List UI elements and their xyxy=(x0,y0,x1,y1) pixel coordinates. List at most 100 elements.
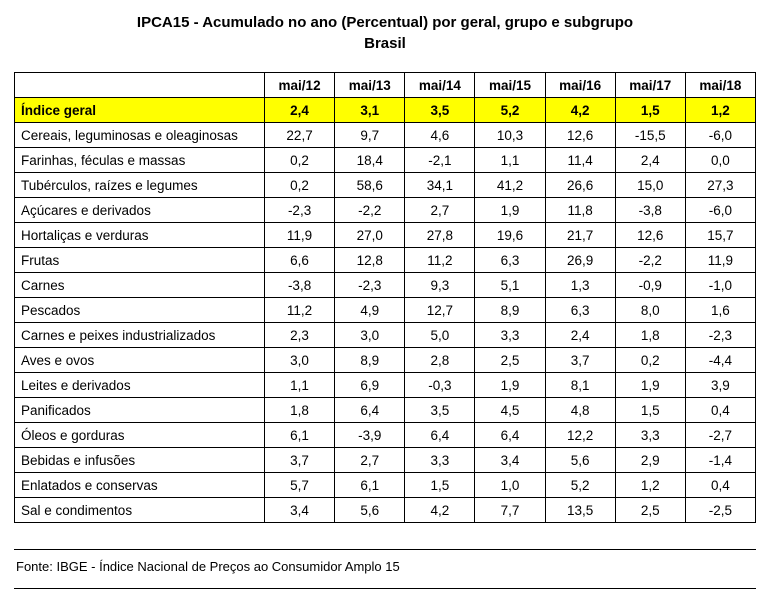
table-row: Índice geral 2,4 3,1 3,5 5,2 4,2 1,5 1,2 xyxy=(14,97,757,123)
value-cell: 1,0 xyxy=(474,472,546,498)
value-cell: 1,5 xyxy=(614,97,686,123)
value-cell: 15,0 xyxy=(614,172,686,198)
value-cell: 3,3 xyxy=(474,322,546,348)
value-cell: 3,7 xyxy=(544,347,616,373)
value-cell: 5,2 xyxy=(474,97,546,123)
column-header: mai/17 xyxy=(614,72,686,98)
footer-section: Fonte: IBGE - Índice Nacional de Preços … xyxy=(14,549,756,589)
value-cell: 1,8 xyxy=(614,322,686,348)
value-cell: 10,3 xyxy=(474,122,546,148)
column-header: mai/12 xyxy=(263,72,336,98)
row-label: Aves e ovos xyxy=(14,347,265,373)
value-cell: 4,5 xyxy=(474,397,546,423)
value-cell: 58,6 xyxy=(334,172,406,198)
value-cell: 8,9 xyxy=(334,347,406,373)
corner-cell xyxy=(14,72,265,98)
table-row: Panificados 1,8 6,4 3,5 4,5 4,8 1,5 0,4 xyxy=(14,397,757,423)
value-cell: 5,6 xyxy=(544,447,616,473)
value-cell: 5,1 xyxy=(474,272,546,298)
row-label: Açúcares e derivados xyxy=(14,197,265,223)
value-cell: 2,9 xyxy=(614,447,686,473)
value-cell: 6,3 xyxy=(544,297,616,323)
row-label: Índice geral xyxy=(14,97,265,123)
value-cell: 2,5 xyxy=(614,497,686,523)
table-row: Óleos e gorduras 6,1 -3,9 6,4 6,4 12,2 3,3 -2,7 xyxy=(14,422,757,448)
column-header: mai/13 xyxy=(334,72,406,98)
value-cell: 3,0 xyxy=(334,322,406,348)
report-title: IPCA15 - Acumulado no ano (Percentual) p… xyxy=(14,12,756,54)
table-row: Sal e condimentos 3,4 5,6 4,2 7,7 13,5 2,5 -2,5 xyxy=(14,497,757,523)
table-row: Tubérculos, raízes e legumes 0,2 58,6 34,1 4… xyxy=(14,172,757,198)
table-row: Cereais, leguminosas e oleaginosas 22,7 9,… xyxy=(14,122,757,148)
table-row: Farinhas, féculas e massas 0,2 18,4 -2,1 1,1… xyxy=(14,147,757,173)
value-cell: -4,4 xyxy=(684,347,757,373)
value-cell: 0,4 xyxy=(684,472,757,498)
value-cell: -2,3 xyxy=(684,322,757,348)
value-cell: 1,2 xyxy=(614,472,686,498)
value-cell: 2,7 xyxy=(404,197,476,223)
value-cell: 1,2 xyxy=(684,97,757,123)
value-cell: 0,2 xyxy=(614,347,686,373)
value-cell: 1,9 xyxy=(474,372,546,398)
value-cell: 11,2 xyxy=(263,297,336,323)
value-cell: 1,1 xyxy=(474,147,546,173)
column-header: mai/18 xyxy=(684,72,757,98)
value-cell: -15,5 xyxy=(614,122,686,148)
value-cell: 3,1 xyxy=(334,97,406,123)
row-label: Bebidas e infusões xyxy=(14,447,265,473)
value-cell: 12,7 xyxy=(404,297,476,323)
value-cell: 2,7 xyxy=(334,447,406,473)
table-row: Carnes e peixes industrializados 2,3 3,0 5,… xyxy=(14,322,757,348)
value-cell: -2,3 xyxy=(263,197,336,223)
value-cell: 6,4 xyxy=(334,397,406,423)
value-cell: -1,0 xyxy=(684,272,757,298)
value-cell: 3,3 xyxy=(404,447,476,473)
value-cell: -3,9 xyxy=(334,422,406,448)
value-cell: 11,9 xyxy=(684,247,757,273)
value-cell: 6,1 xyxy=(263,422,336,448)
value-cell: 22,7 xyxy=(263,122,336,148)
value-cell: 41,2 xyxy=(474,172,546,198)
value-cell: -6,0 xyxy=(684,197,757,223)
row-label: Pescados xyxy=(14,297,265,323)
value-cell: 6,4 xyxy=(404,422,476,448)
value-cell: 12,6 xyxy=(544,122,616,148)
row-label: Carnes e peixes industrializados xyxy=(14,322,265,348)
value-cell: 12,8 xyxy=(334,247,406,273)
value-cell: 9,7 xyxy=(334,122,406,148)
value-cell: 6,1 xyxy=(334,472,406,498)
value-cell: 5,2 xyxy=(544,472,616,498)
value-cell: 19,6 xyxy=(474,222,546,248)
value-cell: -0,9 xyxy=(614,272,686,298)
value-cell: 1,5 xyxy=(404,472,476,498)
value-cell: 27,0 xyxy=(334,222,406,248)
value-cell: 0,0 xyxy=(684,147,757,173)
table-row: Açúcares e derivados -2,3 -2,2 2,7 1,9 11,8 -3… xyxy=(14,197,757,223)
value-cell: -1,4 xyxy=(684,447,757,473)
row-label: Carnes xyxy=(14,272,265,298)
value-cell: 27,3 xyxy=(684,172,757,198)
value-cell: 4,6 xyxy=(404,122,476,148)
row-label: Enlatados e conservas xyxy=(14,472,265,498)
value-cell: 34,1 xyxy=(404,172,476,198)
value-cell: -2,3 xyxy=(334,272,406,298)
value-cell: 27,8 xyxy=(404,222,476,248)
row-label: Sal e condimentos xyxy=(14,497,265,523)
header-row: mai/12 mai/13 mai/14 mai/15 mai/16 mai/17 mai/… xyxy=(14,72,757,98)
value-cell: 4,9 xyxy=(334,297,406,323)
value-cell: -2,5 xyxy=(684,497,757,523)
value-cell: 5,0 xyxy=(404,322,476,348)
value-cell: 13,5 xyxy=(544,497,616,523)
value-cell: 11,4 xyxy=(544,147,616,173)
value-cell: -2,2 xyxy=(614,247,686,273)
table-row: Enlatados e conservas 5,7 6,1 1,5 1,0 5,2 1,2 0… xyxy=(14,472,757,498)
value-cell: 11,2 xyxy=(404,247,476,273)
value-cell: 7,7 xyxy=(474,497,546,523)
table-row: Bebidas e infusões 3,7 2,7 3,3 3,4 5,6 2,9 -1,4 xyxy=(14,447,757,473)
value-cell: 0,2 xyxy=(263,172,336,198)
value-cell: 0,2 xyxy=(263,147,336,173)
value-cell: -3,8 xyxy=(614,197,686,223)
value-cell: 9,3 xyxy=(404,272,476,298)
value-cell: 1,3 xyxy=(544,272,616,298)
value-cell: 8,0 xyxy=(614,297,686,323)
